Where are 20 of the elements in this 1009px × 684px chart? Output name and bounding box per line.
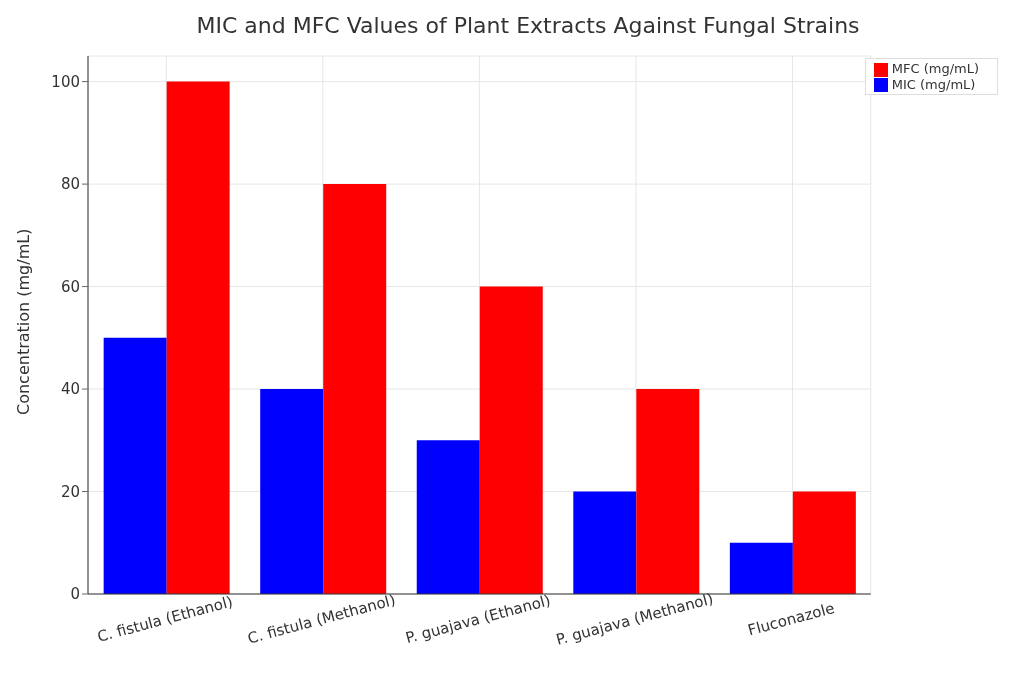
y-tick-label: 40: [60, 380, 80, 399]
chart-title: MIC and MFC Values of Plant Extracts Against Fungal Strains: [195, 12, 861, 40]
bar: [479, 286, 543, 594]
bar: [103, 337, 167, 594]
bar: [323, 184, 387, 594]
bar: [260, 389, 324, 594]
bar: [573, 491, 637, 594]
bar: [166, 81, 230, 594]
bar: [792, 491, 856, 594]
y-tick-label: 60: [60, 277, 80, 296]
y-axis-title: Concentration (mg/mL): [13, 228, 33, 415]
y-tick-label: 80: [60, 175, 80, 194]
y-tick-label: 0: [70, 585, 80, 604]
bar: [636, 389, 700, 594]
y-tick-label: 20: [60, 482, 80, 501]
legend-label: MIC (mg/mL): [891, 76, 976, 92]
y-tick-label: 100: [51, 72, 80, 91]
legend-label: MFC (mg/mL): [891, 61, 979, 76]
bar: [416, 440, 480, 594]
bar: [729, 542, 793, 594]
